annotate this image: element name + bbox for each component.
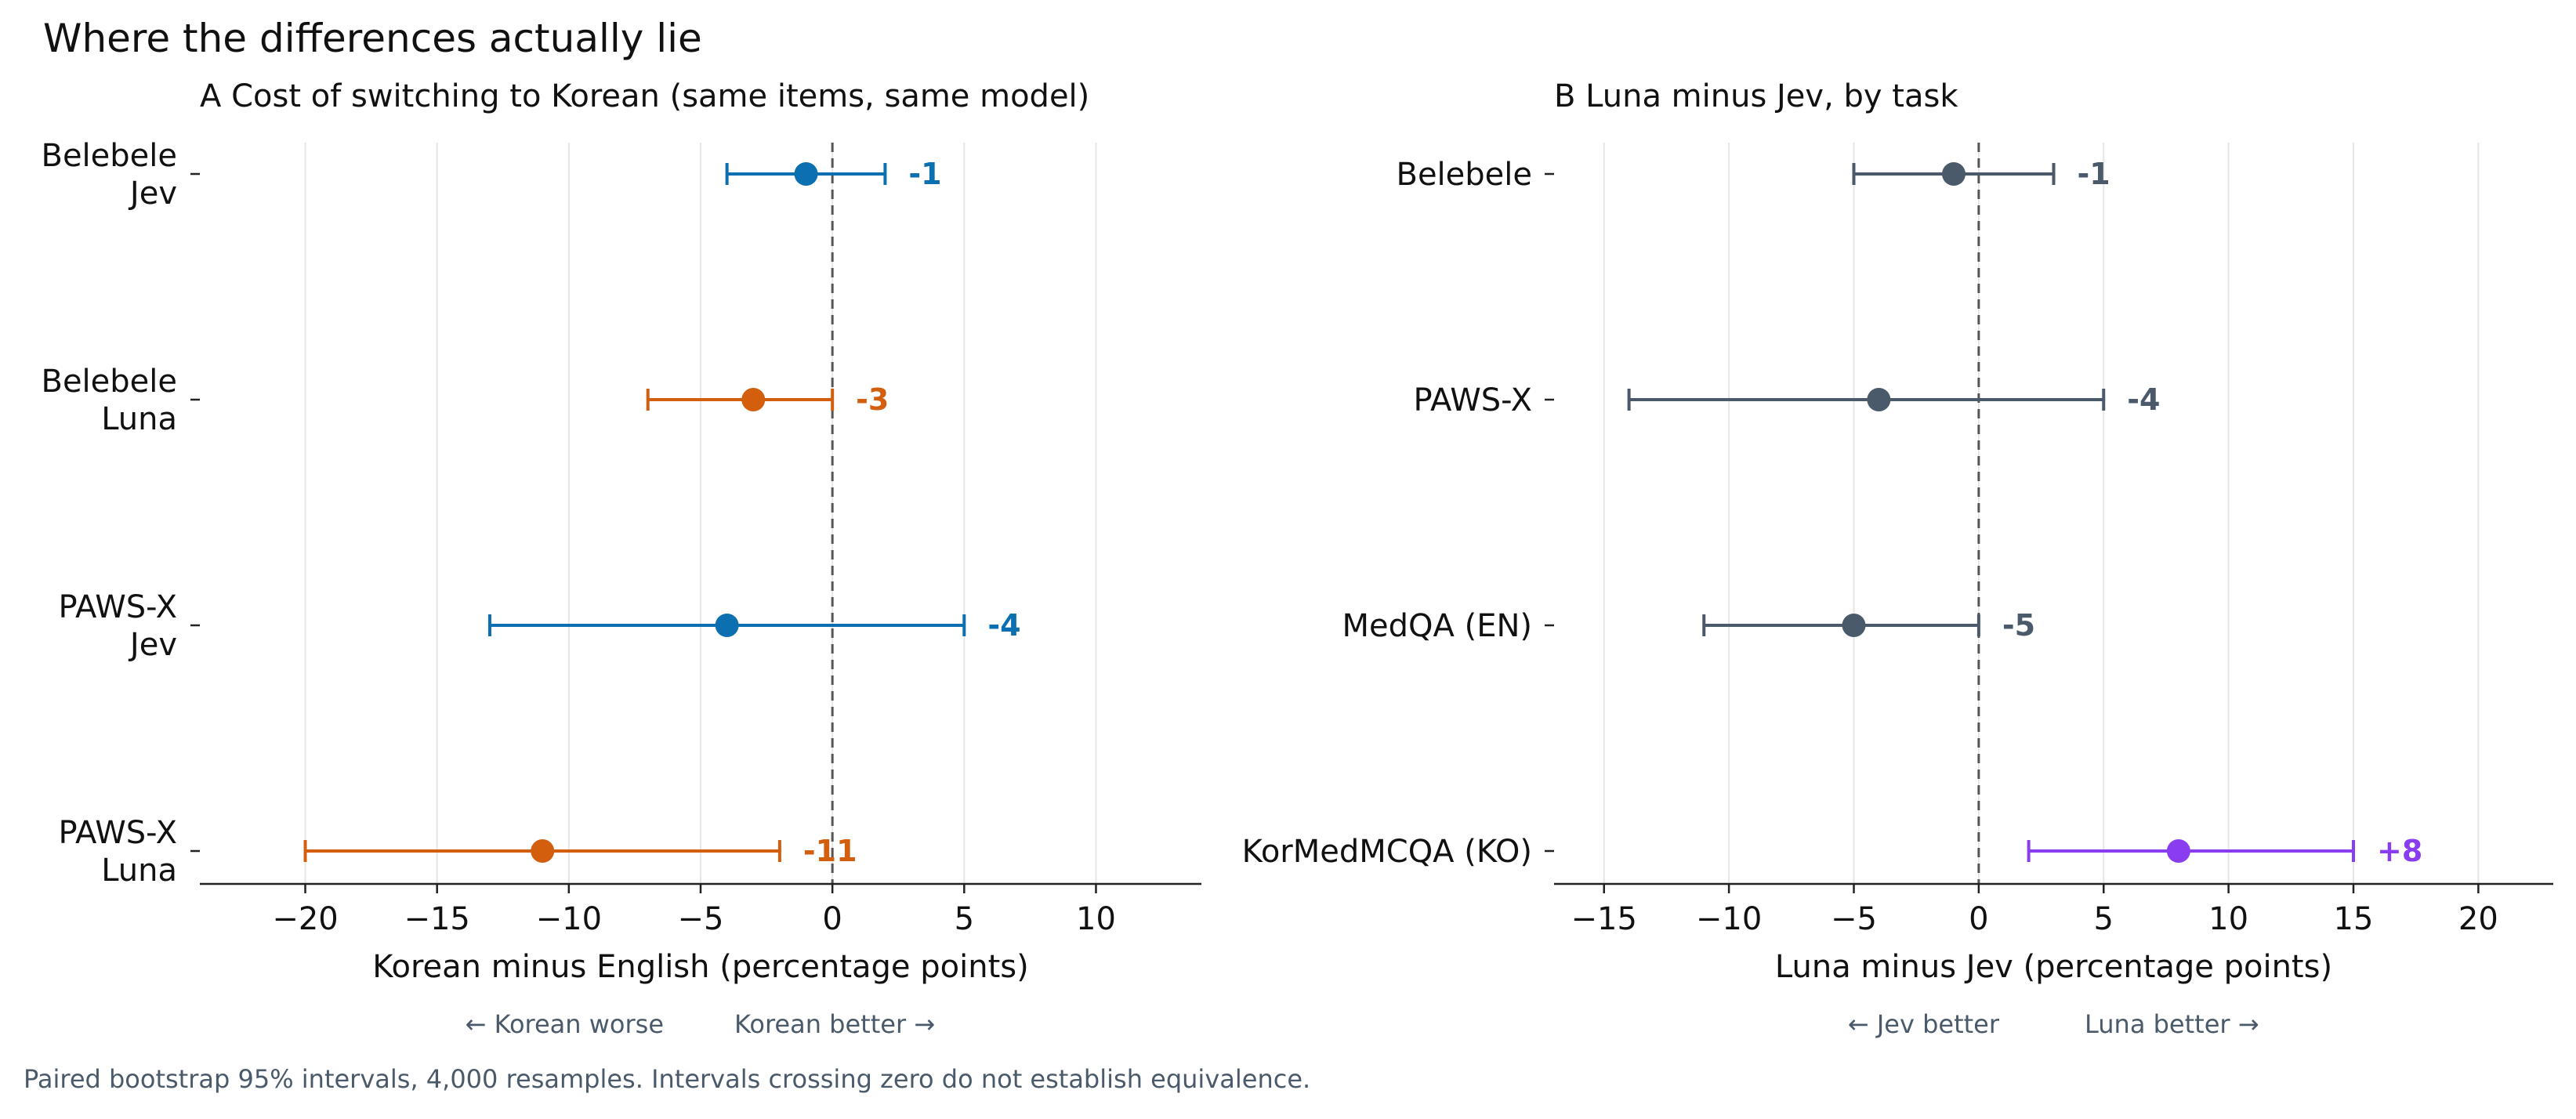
- direction-right-label: Luna better →: [2085, 1009, 2259, 1039]
- x-tick-label: 0: [1969, 901, 1988, 937]
- row-label: Jev: [128, 176, 177, 212]
- value-label: -11: [803, 834, 857, 868]
- figure-title: Where the differences actually lie: [43, 16, 702, 61]
- footnote: Paired bootstrap 95% intervals, 4,000 re…: [24, 1064, 1310, 1094]
- estimate-point: [531, 839, 555, 863]
- panel-a: A Cost of switching to Korean (same item…: [42, 78, 1201, 1039]
- x-tick-label: 15: [2334, 901, 2374, 937]
- direction-right-label: Korean better →: [734, 1009, 935, 1039]
- x-tick-label: 20: [2458, 901, 2498, 937]
- direction-left-label: ← Jev better: [1848, 1009, 2000, 1039]
- value-label: -4: [2127, 382, 2160, 417]
- x-tick-label: −10: [1696, 901, 1762, 937]
- row-label: PAWS-X: [58, 815, 177, 851]
- row-label: MedQA (EN): [1342, 608, 1532, 644]
- x-tick-label: −15: [404, 901, 469, 937]
- estimate-point: [2166, 839, 2190, 863]
- x-tick-label: 5: [2094, 901, 2114, 937]
- panel-b: B Luna minus Jev, by task −15 −10 −5 0 5 10 15 2…: [1242, 78, 2553, 1039]
- panel-a-title: A Cost of switching to Korean (same item…: [200, 78, 1089, 114]
- estimate-point: [715, 614, 739, 637]
- x-tick-label: −20: [272, 901, 338, 937]
- estimate-point: [1942, 162, 1966, 186]
- x-tick-label: −15: [1571, 901, 1637, 937]
- x-tick-label: −10: [536, 901, 602, 937]
- x-axis-label: Korean minus English (percentage points): [372, 949, 1028, 985]
- row-label: Belebele: [42, 138, 178, 174]
- value-label: -1: [908, 157, 941, 191]
- row-label: PAWS-X: [58, 589, 177, 625]
- x-tick-label: −5: [678, 901, 724, 937]
- value-label: -3: [856, 382, 889, 417]
- direction-left-label: ← Korean worse: [466, 1009, 664, 1039]
- value-label: -5: [2002, 608, 2035, 643]
- panel-b-title: B Luna minus Jev, by task: [1554, 78, 1958, 114]
- row-label: Luna: [101, 853, 177, 889]
- x-axis-label: Luna minus Jev (percentage points): [1775, 949, 2332, 985]
- row-label: Jev: [128, 627, 177, 663]
- estimate-point: [1842, 614, 1866, 637]
- x-tick-label: 10: [2208, 901, 2248, 937]
- value-label: -1: [2078, 157, 2110, 191]
- estimate-point: [1867, 388, 1891, 411]
- row-label: Belebele: [1397, 157, 1533, 193]
- value-label: +8: [2377, 834, 2422, 868]
- row-label: PAWS-X: [1413, 382, 1532, 418]
- x-tick-label: −5: [1831, 901, 1877, 937]
- row-label: KorMedMCQA (KO): [1242, 834, 1532, 870]
- value-label: -4: [987, 608, 1020, 643]
- estimate-point: [741, 388, 766, 411]
- x-tick-label: 5: [955, 901, 974, 937]
- x-tick-label: 10: [1076, 901, 1116, 937]
- estimate-point: [794, 162, 818, 186]
- row-label: Luna: [101, 401, 177, 437]
- x-tick-label: 0: [822, 901, 842, 937]
- row-label: Belebele: [42, 364, 178, 400]
